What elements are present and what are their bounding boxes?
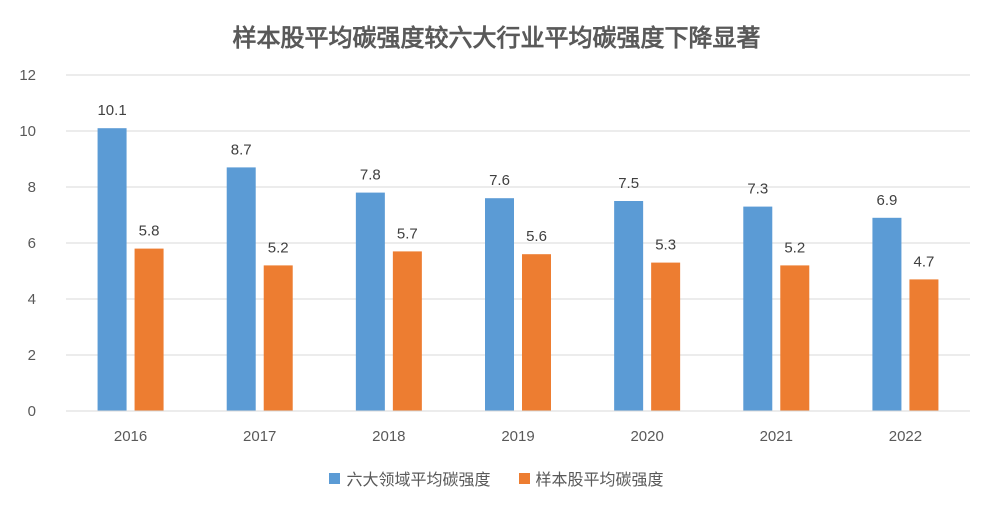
x-tick-label: 2017: [243, 428, 276, 445]
bar: [263, 265, 293, 411]
bar: [522, 254, 551, 411]
bar: [226, 167, 256, 411]
y-tick-label: 10: [19, 123, 36, 140]
x-tick-label: 2022: [889, 428, 922, 445]
data-label: 5.3: [655, 237, 676, 254]
data-label: 5.6: [526, 228, 547, 245]
y-tick-label: 4: [28, 291, 36, 308]
data-label: 7.6: [489, 172, 510, 189]
chart-title: 样本股平均碳强度较六大行业平均碳强度下降显著: [232, 24, 761, 52]
y-tick-label: 0: [28, 403, 36, 420]
bar: [743, 206, 773, 411]
legend-item-series-1: 六大领域平均碳强度: [329, 466, 491, 490]
bar: [872, 217, 902, 411]
data-label: 10.1: [97, 102, 126, 119]
bar: [392, 251, 422, 411]
bar: [909, 279, 939, 411]
y-tick-label: 12: [19, 67, 36, 84]
bar: [134, 248, 164, 411]
data-label: 5.8: [139, 223, 160, 240]
data-label: 5.2: [784, 239, 805, 256]
y-tick-label: 2: [28, 347, 36, 364]
y-tick-label: 6: [28, 235, 36, 252]
data-label: 7.8: [360, 167, 381, 184]
legend-swatch-series-2: [518, 472, 530, 484]
data-label: 5.2: [268, 239, 289, 256]
bar: [355, 192, 385, 411]
bar: [651, 262, 681, 411]
x-tick-label: 2016: [114, 428, 147, 445]
x-tick-label: 2018: [372, 428, 405, 445]
bar: [614, 201, 644, 411]
data-label: 8.7: [231, 141, 252, 158]
data-label: 7.5: [618, 175, 639, 192]
x-tick-label: 2020: [630, 428, 663, 445]
x-tick-label: 2021: [760, 428, 793, 445]
y-tick-label: 8: [28, 179, 36, 196]
bar: [485, 198, 514, 411]
legend-label-series-2: 样本股平均碳强度: [535, 470, 664, 489]
bar: [97, 128, 127, 411]
data-label: 7.3: [747, 181, 768, 198]
data-label: 6.9: [876, 192, 897, 209]
legend: 六大领域平均碳强度 样本股平均碳强度: [0, 466, 993, 490]
bar: [780, 265, 810, 411]
legend-swatch-series-1: [329, 472, 341, 484]
data-label: 5.7: [397, 225, 418, 242]
data-label: 4.7: [913, 253, 934, 270]
x-tick-label: 2019: [501, 428, 534, 445]
legend-label-series-1: 六大领域平均碳强度: [346, 470, 491, 489]
legend-item-series-2: 样本股平均碳强度: [518, 466, 664, 490]
